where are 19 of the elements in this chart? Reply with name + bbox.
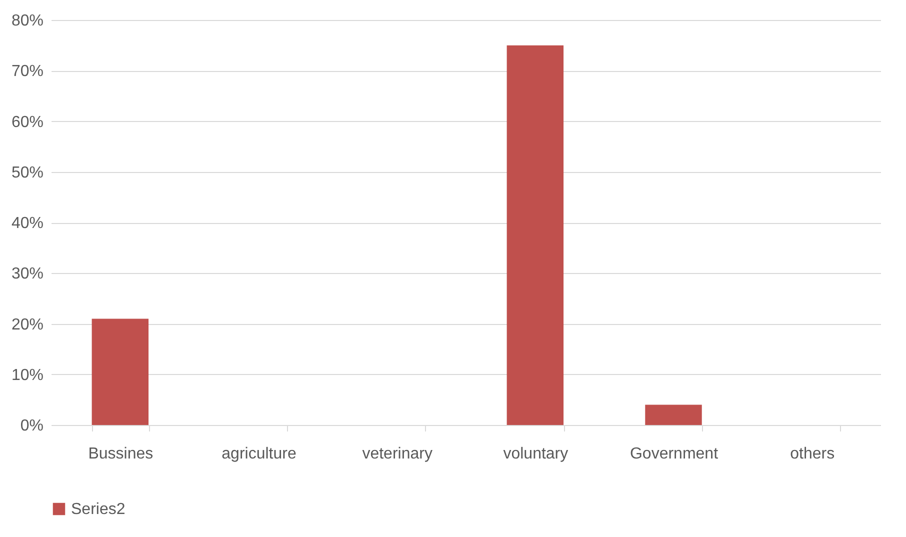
y-tick-label: 30% <box>11 266 44 283</box>
y-tick-label: 20% <box>11 316 44 334</box>
x-tick-label: voluntary <box>503 446 568 462</box>
bar <box>645 404 702 425</box>
y-tick-label: 10% <box>11 366 44 384</box>
bar <box>506 45 564 425</box>
y-tick-label: 70% <box>11 63 44 80</box>
x-tick-label: veterinary <box>362 446 432 462</box>
legend-label: Series2 <box>71 501 126 518</box>
y-tick-label: 0% <box>20 418 44 434</box>
bar <box>92 318 149 425</box>
y-tick-label: 80% <box>11 12 44 30</box>
y-tick-label: 40% <box>11 215 44 232</box>
x-tick-label: Bussines <box>88 446 154 462</box>
x-tick-label: agriculture <box>222 446 296 462</box>
x-tick-label: Government <box>630 446 719 462</box>
x-tick-label: others <box>790 446 835 462</box>
y-tick-label: 50% <box>11 164 44 182</box>
y-tick-label: 60% <box>11 114 44 131</box>
